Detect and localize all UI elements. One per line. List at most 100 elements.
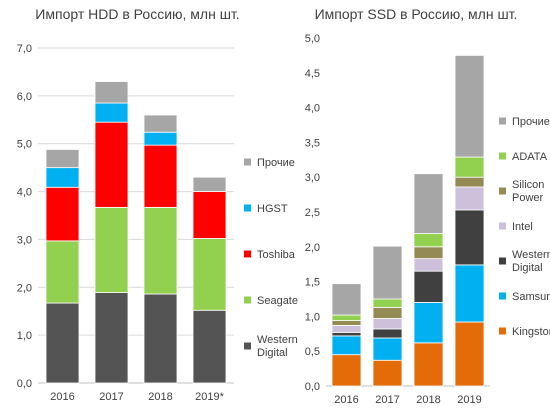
y-tick-label: 2,0 — [17, 282, 32, 294]
bar-segment — [94, 102, 129, 123]
bar-segment — [331, 320, 362, 326]
bar-segment — [45, 302, 80, 384]
y-tick-label: 1,5 — [305, 277, 320, 289]
legend-label: Western Digital — [257, 334, 298, 359]
y-tick-label: 1,0 — [17, 330, 32, 342]
legend-label: ADATA — [512, 151, 548, 163]
bar-segment — [192, 309, 227, 384]
legend-label: Silicon Power — [512, 179, 544, 204]
y-tick-label: 0,0 — [305, 381, 320, 393]
bar-segment — [94, 292, 129, 384]
bar-segment — [192, 191, 227, 239]
legend-swatch — [499, 257, 506, 265]
bar-segment — [143, 293, 178, 384]
y-tick-label: 0,0 — [17, 378, 32, 390]
y-tick-label: 4,0 — [305, 103, 320, 115]
legend-swatch — [244, 342, 251, 350]
bar-segment — [413, 246, 444, 260]
legend-swatch — [244, 250, 251, 258]
legend-swatch — [244, 204, 251, 212]
x-tick-label: 2017 — [99, 391, 123, 403]
bar-segment — [413, 258, 444, 272]
bar-segment — [413, 233, 444, 248]
x-tick-label: 2019 — [457, 394, 481, 406]
y-tick-label: 3,0 — [17, 234, 32, 246]
legend-label: Прочие — [512, 116, 550, 128]
legend-swatch — [499, 292, 506, 300]
bar-segment — [454, 176, 485, 188]
bar-segment — [454, 55, 485, 158]
legend-swatch — [499, 222, 506, 230]
bar-segment — [454, 156, 485, 178]
legend-label: Прочие — [257, 157, 295, 169]
legend-label: Intel — [512, 221, 533, 233]
bar-segment — [454, 209, 485, 266]
y-tick-label: 5,0 — [305, 33, 320, 45]
y-tick-label: 4,0 — [17, 187, 32, 199]
bar-segment — [45, 186, 80, 242]
legend-swatch — [499, 152, 506, 160]
bar-segment — [372, 328, 403, 339]
bar-segment — [372, 359, 403, 387]
bar-segment — [331, 332, 362, 337]
bar-segment — [45, 240, 80, 304]
y-tick-label: 2,5 — [305, 207, 320, 219]
bar-segment — [331, 335, 362, 356]
bar-segment — [454, 321, 485, 387]
x-tick-label: 2018 — [416, 394, 440, 406]
bar-segment — [454, 264, 485, 323]
hdd-chart-title: Импорт HDD в Россию, млн шт. — [35, 6, 240, 22]
bar-segment — [45, 167, 80, 188]
bar-segment — [331, 354, 362, 387]
bar-segment — [192, 176, 227, 192]
legend-swatch — [244, 296, 251, 304]
bar-segment — [143, 131, 178, 146]
bar-segment — [143, 206, 178, 295]
y-tick-label: 2,0 — [305, 242, 320, 254]
bar-segment — [454, 186, 485, 211]
legend-swatch — [499, 117, 506, 125]
bar-segment — [45, 149, 80, 169]
legend-label: Samsung — [512, 291, 550, 303]
x-tick-label: 2019* — [195, 391, 224, 403]
hdd-chart: 0,0 1,0 2,0 3,0 4,0 5,0 6,0 7,0 2016 2017 2018 2019… — [17, 43, 298, 403]
bar-segment — [372, 337, 403, 361]
y-tick-label: 5,0 — [17, 139, 32, 151]
bar-segment — [331, 314, 362, 321]
bar-segment — [94, 121, 129, 208]
y-tick-label: 3,0 — [305, 172, 320, 184]
x-tick-label: 2018 — [148, 391, 172, 403]
bar-segment — [372, 306, 403, 319]
ssd-chart-title: Импорт SSD в Россию, млн шт. — [314, 6, 518, 22]
bar-segment — [94, 206, 129, 293]
legend-label: Toshiba — [257, 249, 296, 261]
x-tick-label: 2016 — [50, 391, 74, 403]
bar-segment — [143, 114, 178, 133]
bar-segment — [413, 302, 444, 344]
bar-segment — [94, 81, 129, 104]
bar-segment — [143, 144, 178, 208]
bar-segment — [372, 318, 403, 330]
x-tick-label: 2017 — [375, 394, 399, 406]
y-tick-label: 0,5 — [305, 346, 320, 358]
bar-segment — [192, 238, 227, 311]
y-tick-label: 3,5 — [305, 137, 320, 149]
y-tick-label: 6,0 — [17, 91, 32, 103]
x-tick-label: 2016 — [334, 394, 358, 406]
legend-label: HGST — [257, 203, 288, 215]
legend-swatch — [499, 187, 506, 195]
legend-label: Kingston — [512, 326, 550, 338]
legend-label: Seagate — [257, 295, 298, 307]
y-tick-label: 4,5 — [305, 68, 320, 80]
legend-swatch — [244, 158, 251, 166]
ssd-chart: 0,0 0,5 1,0 1,5 2,0 2,5 3,0 3,5 4,0 4,5 5,0 2016 201… — [305, 33, 550, 406]
bar-segment — [413, 270, 444, 303]
bar-segment — [331, 325, 362, 333]
bar-segment — [372, 245, 403, 300]
bar-segment — [413, 173, 444, 234]
y-tick-label: 1,0 — [305, 311, 320, 323]
bar-segment — [413, 342, 444, 387]
bar-segment — [372, 298, 403, 308]
y-tick-label: 7,0 — [17, 43, 32, 55]
